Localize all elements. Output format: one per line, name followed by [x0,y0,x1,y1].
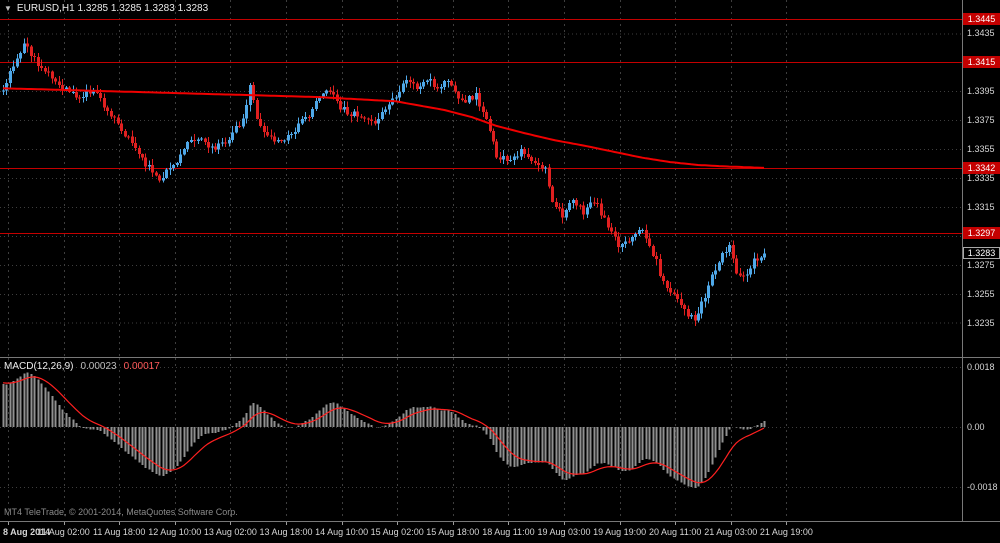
price-tick-label: 1.3335 [967,173,995,183]
current-price-badge: 1.3283 [963,247,1000,260]
time-tick-mark [8,522,9,525]
time-tick-label: 20 Aug 11:00 [648,527,702,537]
macd-label: MACD(12,26,9) 0.00023 0.00017 [4,361,160,372]
time-tick-label: 13 Aug 18:00 [259,527,313,537]
time-tick-mark [620,522,621,525]
time-tick-label: 13 Aug 02:00 [203,527,257,537]
time-tick-mark [786,522,787,525]
time-tick-label: 21 Aug 03:00 [704,527,758,537]
time-tick-mark [675,522,676,525]
macd-tick-label: -0.0018 [967,482,998,492]
macd-name: MACD(12,26,9) [4,361,74,372]
macd-histogram [2,372,766,488]
time-tick-label: 15 Aug 18:00 [426,527,480,537]
time-tick-mark [119,522,120,525]
macd-tick-label: 0.00 [967,422,985,432]
price-tick-label: 1.3375 [967,115,995,126]
time-tick-mark [564,522,565,525]
time-tick-label: 19 Aug 03:00 [537,527,591,537]
scale-separator [962,0,963,521]
level-price-badge: 1.3342 [963,161,1000,174]
chart-title-overlay: ▼ EURUSD,H1 1.3285 1.3285 1.3283 1.3283 [4,3,208,14]
macd-tick-label: 0.0018 [967,362,995,372]
time-tick-mark [175,522,176,525]
time-tick-label: 8 Aug 2014 [3,527,51,537]
copyright-text: MT4 TeleTrade, © 2001-2014, MetaQuotes S… [4,507,238,517]
time-tick-mark [64,522,65,525]
time-tick-label: 19 Aug 19:00 [593,527,647,537]
level-price-badge: 1.3297 [963,226,1000,239]
price-tick-label: 1.3435 [967,28,995,39]
chart-dropdown-icon[interactable]: ▼ [4,3,12,13]
time-tick-mark [230,522,231,525]
price-scale[interactable]: 1.34351.34151.33951.33751.33551.33351.33… [963,0,1000,521]
macd-signal-line [2,376,765,484]
level-price-badge: 1.3445 [963,12,1000,25]
macd-grid [0,358,962,520]
macd-indicator-chart[interactable] [0,358,962,520]
time-tick-label: 11 Aug 18:00 [92,527,146,537]
price-tick-label: 1.3355 [967,144,995,155]
time-tick-mark [397,522,398,525]
price-tick-label: 1.3235 [967,317,995,328]
time-tick-mark [342,522,343,525]
level-price-badge: 1.3415 [963,56,1000,69]
moving-average-line [2,87,765,169]
time-tick-label: 21 Aug 19:00 [759,527,813,537]
panel-separator[interactable] [0,357,1000,358]
time-tick-label: 15 Aug 02:00 [370,527,424,537]
main-grid [0,0,962,356]
time-tick-label: 11 Aug 02:00 [37,527,90,537]
price-tick-label: 1.3275 [967,259,995,270]
time-tick-label: 12 Aug 10:00 [148,527,202,537]
horizontal-level-lines [0,18,962,234]
time-tick-mark [286,522,287,525]
chart-symbol-ohlc: EURUSD,H1 1.3285 1.3285 1.3283 1.3283 [16,3,209,14]
macd-signal-value: 0.00017 [123,361,160,372]
time-axis[interactable]: 8 Aug 2014 11 Aug 02:00 11 Aug 18:00 12 Aug… [0,521,1000,543]
candlestick-series [2,37,766,326]
price-tick-label: 1.3255 [967,288,995,299]
macd-main-value: 0.00023 [80,361,117,372]
time-tick-label: 14 Aug 10:00 [315,527,369,537]
axis-separator [0,521,1000,522]
time-tick-mark [453,522,454,525]
time-tick-mark [731,522,732,525]
price-tick-label: 1.3395 [967,86,995,97]
price-tick-label: 1.3315 [967,201,995,212]
time-tick-label: 18 Aug 11:00 [482,527,535,537]
main-price-chart[interactable] [0,0,962,356]
time-tick-mark [508,522,509,525]
